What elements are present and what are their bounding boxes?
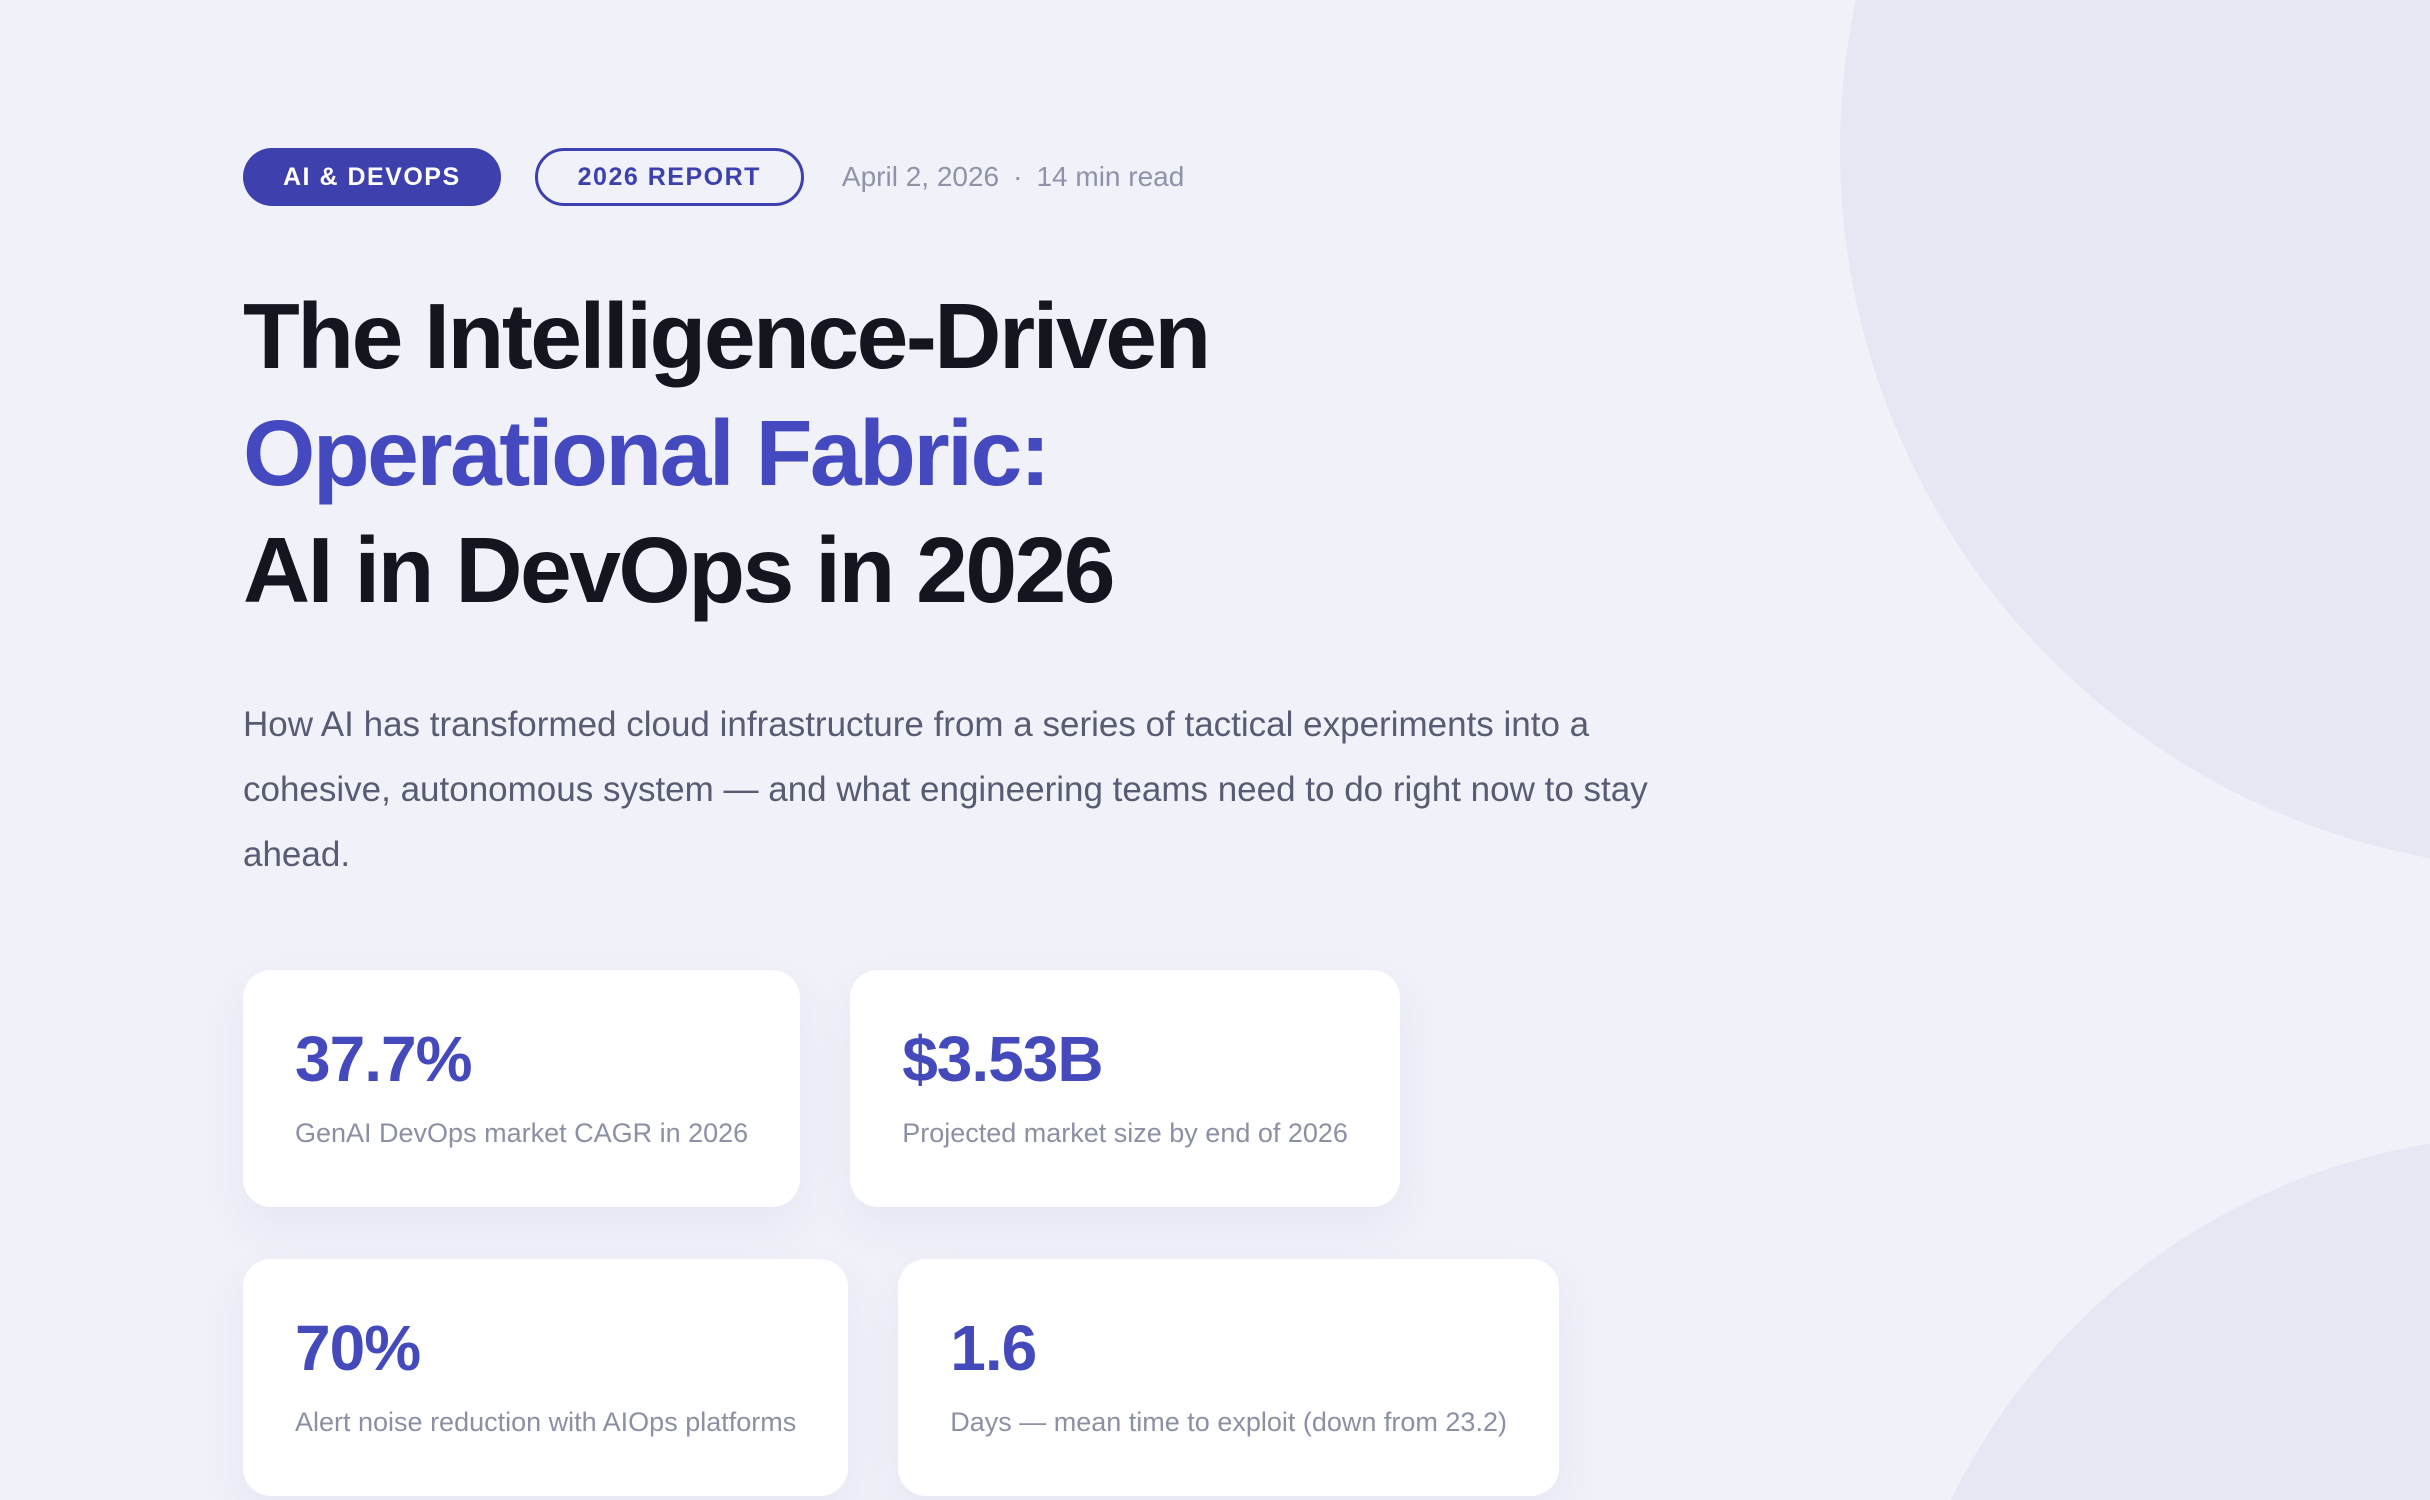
title-line-3: AI in DevOps in 2026 <box>243 518 1116 623</box>
stat-value: 70% <box>295 1311 421 1384</box>
title-line-2-accent: Operational Fabric: <box>243 401 1051 506</box>
read-time: 14 min read <box>1036 161 1185 192</box>
stat-card-time-to-exploit: 1.6 Days — mean time to exploit (down fr… <box>898 1258 1559 1496</box>
stat-label: Alert noise reduction with AIOps platfor… <box>295 1406 797 1437</box>
stats-grid: 37.7% GenAI DevOps market CAGR in 2026 $… <box>243 969 2430 1496</box>
article-subtitle: How AI has transformed cloud infrastruct… <box>243 704 1648 875</box>
report-badge[interactable]: 2026 REPORT <box>534 148 804 206</box>
stat-card-market-size: $3.53B Projected market size by end of 2… <box>850 969 1400 1207</box>
stats-row-1: 37.7% GenAI DevOps market CAGR in 2026 $… <box>243 969 2430 1207</box>
stat-value: 37.7% <box>295 1022 472 1095</box>
stat-label: GenAI DevOps market CAGR in 2026 <box>295 1117 749 1148</box>
stat-label: Projected market size by end of 2026 <box>902 1117 1348 1148</box>
stat-card-alert-noise: 70% Alert noise reduction with AIOps pla… <box>243 1258 849 1496</box>
stat-label: Days — mean time to exploit (down from 2… <box>950 1406 1507 1437</box>
stat-value: $3.53B <box>902 1022 1103 1095</box>
publish-date: April 2, 2026 <box>841 161 1000 192</box>
page-title: The Intelligence-Driven Operational Fabr… <box>243 278 2430 630</box>
badge-row: AI & DEVOPS 2026 REPORT April 2, 2026 · … <box>243 148 2430 206</box>
meta-separator-dot: · <box>1013 161 1023 192</box>
title-line-1: The Intelligence-Driven <box>243 284 1211 388</box>
stats-row-2: 70% Alert noise reduction with AIOps pla… <box>243 1258 2430 1496</box>
stat-value: 1.6 <box>950 1311 1037 1384</box>
article-meta: April 2, 2026 · 14 min read <box>842 161 1184 193</box>
category-badge[interactable]: AI & DEVOPS <box>243 148 501 206</box>
stat-card-market-cagr: 37.7% GenAI DevOps market CAGR in 2026 <box>243 969 801 1207</box>
